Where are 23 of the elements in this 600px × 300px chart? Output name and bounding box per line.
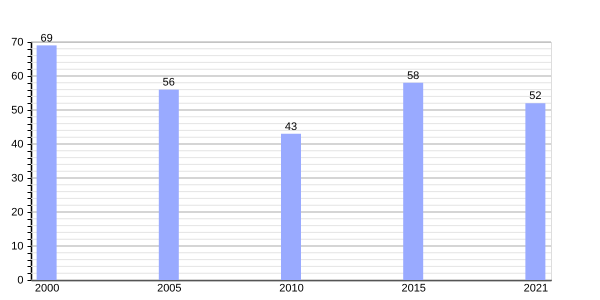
- bar: [158, 90, 179, 280]
- y-tick-label: 50: [11, 104, 24, 116]
- y-tick-label: 60: [11, 70, 24, 82]
- x-tick-label: 2005: [157, 282, 182, 294]
- y-tick-label: 30: [11, 172, 24, 184]
- data-label: 58: [407, 70, 420, 82]
- data-label: 56: [162, 76, 175, 89]
- data-label: 69: [40, 32, 53, 44]
- data-label: 52: [529, 90, 542, 102]
- y-tick-label: 40: [11, 138, 24, 150]
- x-tick-label: 2015: [401, 282, 426, 294]
- x-tick-label: 2000: [34, 282, 60, 294]
- data-label: 43: [284, 120, 298, 133]
- bar: [525, 103, 546, 280]
- bar: [36, 45, 57, 280]
- y-tick-label: 20: [11, 206, 24, 218]
- y-tick-label: 0: [17, 274, 24, 286]
- x-tick-label: 2021: [524, 282, 548, 294]
- bar: [281, 134, 301, 280]
- y-tick-label: 70: [11, 36, 24, 48]
- y-tick-label: 10: [11, 240, 24, 252]
- bar: [403, 82, 424, 280]
- x-tick-label: 2010: [279, 282, 304, 294]
